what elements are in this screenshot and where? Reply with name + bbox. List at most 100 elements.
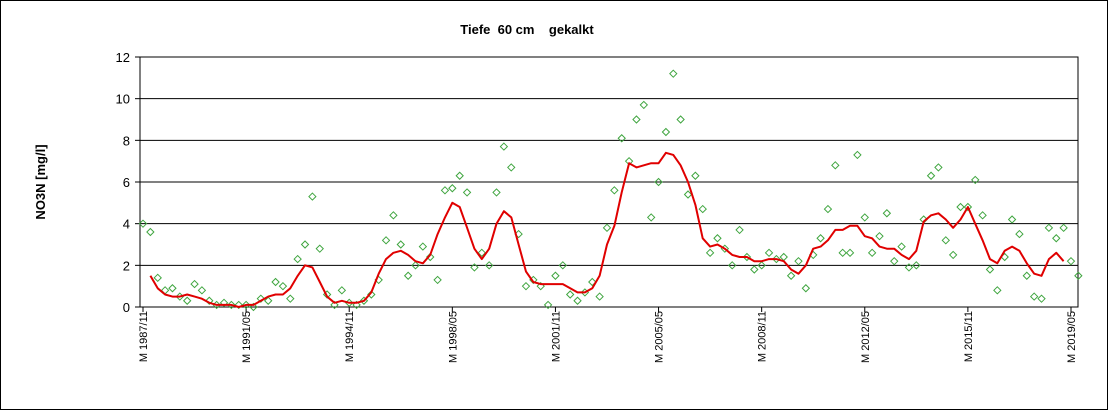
data-point xyxy=(507,163,516,172)
data-point xyxy=(411,261,420,270)
data-point xyxy=(632,115,641,124)
data-point xyxy=(1052,234,1061,243)
data-point xyxy=(786,271,796,280)
data-point xyxy=(477,248,486,258)
y-tick-label: 6 xyxy=(123,175,130,190)
data-point xyxy=(1015,229,1024,239)
data-point xyxy=(315,244,324,253)
data-point xyxy=(860,213,869,222)
y-tick-label: 8 xyxy=(123,133,130,148)
data-point xyxy=(1059,223,1068,233)
data-point xyxy=(138,219,148,228)
data-point xyxy=(853,150,862,160)
data-point xyxy=(433,275,442,285)
data-point xyxy=(241,300,251,310)
data-point xyxy=(735,225,744,235)
data-point xyxy=(558,261,568,270)
data-point xyxy=(934,163,943,172)
data-point xyxy=(521,281,531,291)
data-point xyxy=(669,69,678,78)
data-point xyxy=(867,248,877,258)
data-point xyxy=(337,286,347,295)
data-point xyxy=(727,261,737,270)
data-point xyxy=(602,223,612,233)
data-point xyxy=(271,277,280,287)
data-point xyxy=(565,290,575,299)
data-point xyxy=(263,296,273,305)
y-tick-label: 0 xyxy=(123,300,130,315)
data-point xyxy=(1074,271,1083,280)
data-point xyxy=(573,296,582,305)
data-point xyxy=(831,161,840,170)
data-point xyxy=(875,231,884,241)
data-point xyxy=(742,252,752,262)
data-point xyxy=(256,294,266,303)
data-point xyxy=(1029,292,1039,301)
data-point xyxy=(426,252,435,262)
data-point xyxy=(1022,271,1032,280)
data-point xyxy=(1007,215,1017,224)
data-point xyxy=(300,240,310,249)
data-point xyxy=(551,271,560,280)
y-tick-label: 12 xyxy=(116,50,130,65)
data-point xyxy=(661,127,671,137)
data-point xyxy=(713,234,722,243)
data-point xyxy=(698,204,707,214)
data-point xyxy=(750,265,759,274)
y-tick-label: 2 xyxy=(123,258,130,273)
data-point xyxy=(455,171,464,180)
data-point xyxy=(440,186,450,195)
data-point xyxy=(1044,223,1054,233)
data-point xyxy=(823,204,833,214)
data-point xyxy=(1066,256,1076,266)
x-tick-label: M 2015/11 xyxy=(963,311,975,362)
data-point xyxy=(912,261,921,270)
data-point xyxy=(801,284,811,293)
data-point xyxy=(484,261,494,270)
data-point xyxy=(838,248,847,258)
x-tick-label: M 2012/05 xyxy=(860,311,872,363)
data-point xyxy=(904,263,914,272)
data-point xyxy=(219,298,229,308)
y-axis-label: NO3N [mg/l] xyxy=(33,144,48,219)
data-point xyxy=(890,256,899,266)
data-point xyxy=(646,213,656,222)
data-point xyxy=(764,248,774,258)
data-point xyxy=(926,171,936,180)
data-point xyxy=(816,234,825,243)
data-point xyxy=(403,271,413,280)
data-point xyxy=(499,142,509,151)
x-tick-label: M 1991/05 xyxy=(241,311,253,363)
data-point xyxy=(595,292,604,301)
data-point xyxy=(794,256,803,266)
data-point xyxy=(367,290,376,299)
data-point xyxy=(286,294,295,303)
data-point xyxy=(588,277,597,287)
data-point xyxy=(882,209,892,218)
data-point xyxy=(396,240,405,249)
x-tick-label: M 2008/11 xyxy=(757,311,769,362)
data-point xyxy=(691,171,700,180)
data-point xyxy=(1037,294,1046,303)
data-point xyxy=(234,300,243,310)
data-point xyxy=(381,236,391,245)
data-point xyxy=(448,184,457,193)
data-point xyxy=(470,263,479,272)
data-point xyxy=(654,177,663,187)
data-point xyxy=(389,211,398,220)
data-point xyxy=(956,202,965,212)
data-point xyxy=(993,286,1002,295)
data-point xyxy=(772,254,781,264)
data-point xyxy=(705,248,715,258)
data-point xyxy=(985,265,995,274)
data-point xyxy=(610,186,619,195)
x-tick-label: M 1994/11 xyxy=(344,311,356,362)
data-point xyxy=(153,273,162,283)
data-point xyxy=(845,248,855,258)
x-tick-label: M 2005/05 xyxy=(654,311,666,363)
data-point xyxy=(330,300,339,310)
data-point xyxy=(948,250,958,260)
data-point xyxy=(683,190,693,199)
